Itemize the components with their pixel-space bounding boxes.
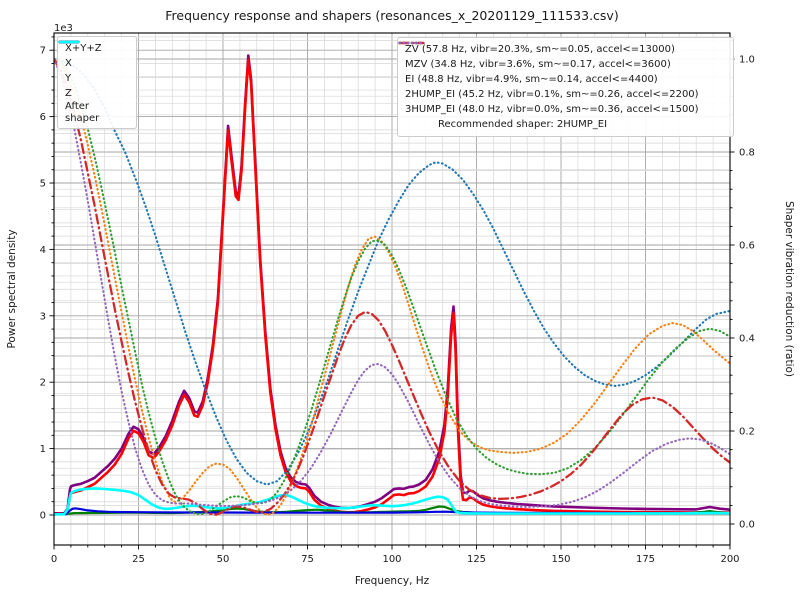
legend-entry: X [58, 40, 129, 71]
legend-line-sample [58, 40, 80, 44]
y-left-tick-label: 3 [40, 311, 46, 322]
x-tick-label: 125 [467, 554, 486, 565]
y-right-axis-label: Shaper vibration reduction (ratio) [783, 201, 795, 377]
legend-entry-label: After shaper [65, 101, 100, 124]
x-tick-label: 175 [636, 554, 655, 565]
legend-entry-label: X+Y+Z [65, 42, 102, 54]
legend-entry-label: 3HUMP_EI (48.0 Hz, vibr=0.0%, sm~=0.36, … [405, 103, 699, 115]
curves [54, 54, 730, 516]
axes-frame [49, 32, 735, 550]
y-left-axis-label: Power spectral density [6, 229, 18, 348]
y-right-tick-label: 0.2 [739, 427, 755, 438]
legend-series: X+Y+Z X Y Z After shaper [57, 36, 137, 129]
tick-labels: 0 25 50 75 100 125 150 175 200 0 1 2 3 4 5 6 7 0.0 0.2 0.4 0… [40, 46, 755, 565]
legend-entry: 3HUMP_EI (48.0 Hz, vibr=0.0%, sm~=0.36, … [398, 41, 726, 117]
x-tick-label: 50 [217, 554, 230, 565]
x-tick-label: 25 [132, 554, 145, 565]
x-tick-label: 200 [720, 554, 739, 565]
y-left-tick-label: 0 [40, 511, 46, 522]
legend-entry-label: EI (48.8 Hz, vibr=4.9%, sm~=0.14, accel<… [405, 73, 658, 85]
legend-entry: EI (48.8 Hz, vibr=4.9%, sm~=0.14, accel<… [398, 41, 726, 87]
y-right-tick-label: 1.0 [739, 55, 755, 66]
y-right-tick-label: 0.8 [739, 148, 755, 159]
y-left-offset-text: 1e3 [54, 23, 73, 34]
series-2hump-ei [54, 57, 730, 516]
y-left-tick-label: 1 [40, 444, 46, 455]
series-x [54, 58, 730, 516]
legend-entry: ZV (57.8 Hz, vibr=20.3%, sm~=0.05, accel… [398, 41, 726, 57]
legend-entry: Z [58, 40, 129, 101]
x-tick-label: 150 [551, 554, 570, 565]
series-ei [54, 57, 730, 515]
legend-line-sample [398, 41, 425, 45]
series-3hump-ei [54, 57, 730, 508]
legend-entry: MZV (34.8 Hz, vibr=3.6%, sm~=0.17, accel… [398, 41, 726, 72]
y-left-tick-label: 4 [40, 245, 46, 256]
legend-entry-label: X [65, 57, 72, 69]
x-axis-label: Frequency, Hz [355, 575, 430, 587]
series-mzv [54, 57, 730, 516]
series-zv [54, 57, 730, 486]
y-left-tick-label: 5 [40, 179, 46, 190]
legend-entry-label: 2HUMP_EI (45.2 Hz, vibr=0.1%, sm~=0.26, … [405, 88, 699, 100]
legend-entry: After shaper [58, 40, 129, 124]
x-tick-label: 0 [51, 554, 57, 565]
legend-entry-label: MZV (34.8 Hz, vibr=3.6%, sm~=0.17, accel… [405, 58, 671, 70]
legend-recommended-note: Recommended shaper: 2HUMP_EI [438, 119, 608, 130]
legend-entry-label: Y [65, 72, 72, 84]
legend-entry-label: ZV (57.8 Hz, vibr=20.3%, sm~=0.05, accel… [405, 43, 675, 55]
y-right-tick-label: 0.4 [739, 334, 755, 345]
y-right-tick-label: 0.6 [739, 241, 755, 252]
legend-entry: 2HUMP_EI (45.2 Hz, vibr=0.1%, sm~=0.26, … [398, 41, 726, 102]
grid [54, 33, 730, 545]
x-tick-label: 75 [301, 554, 314, 565]
x-tick-label: 100 [382, 554, 401, 565]
y-left-tick-label: 6 [40, 112, 46, 123]
legend-entry: Y [58, 40, 129, 86]
y-left-tick-label: 2 [40, 378, 46, 389]
y-right-tick-label: 0.0 [739, 520, 755, 531]
series-after-shaper [54, 487, 730, 516]
chart-title: Frequency response and shapers (resonanc… [165, 8, 618, 23]
legend-entry-label: Z [65, 87, 72, 99]
legend-shapers: ZV (57.8 Hz, vibr=20.3%, sm~=0.05, accel… [397, 37, 734, 137]
y-left-tick-label: 7 [40, 46, 46, 57]
